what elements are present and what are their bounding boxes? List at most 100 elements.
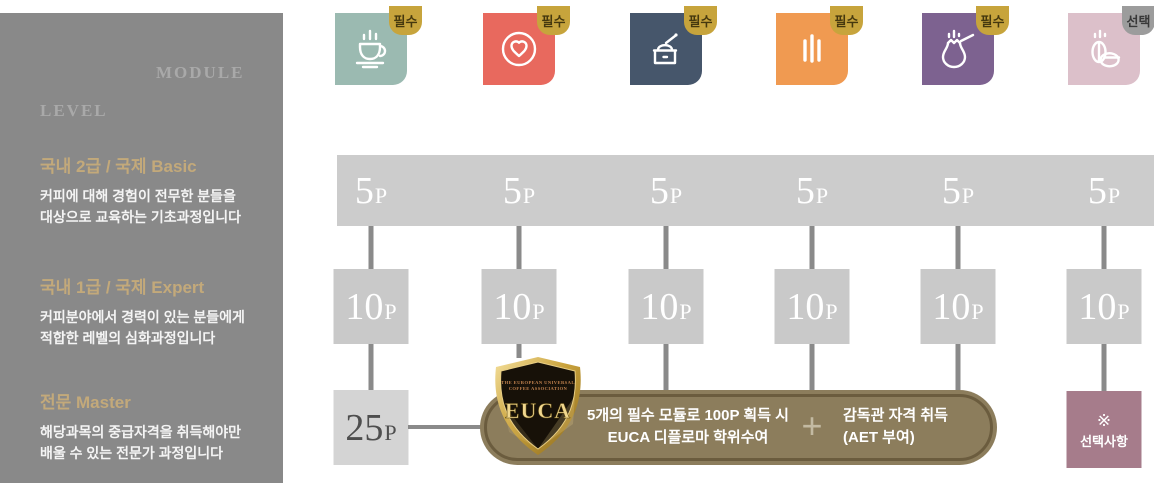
points-box-expert: 10 P (920, 269, 996, 344)
points-value: 5 (502, 170, 522, 212)
points-value: 5 (795, 170, 815, 212)
required-badge: 필수 (830, 6, 863, 35)
level-title: 국내 2급 / 국제 Basic (40, 157, 197, 176)
points-box-expert: 10 P (1066, 269, 1142, 344)
points-value: 10 (932, 285, 971, 328)
cezve-icon (936, 27, 980, 71)
connector-line (408, 425, 481, 429)
badge-org-line2: COFFEE ASSOCIATION (509, 386, 568, 391)
module-tile-heart: 필수 (483, 6, 570, 85)
required-badge: 필수 (389, 6, 422, 35)
level-title: 국내 1급 / 국제 Expert (40, 278, 205, 297)
points-unit: P (815, 183, 829, 208)
level-desc: 대상으로 교육하는 기초과정입니다 (40, 209, 241, 225)
badge-acronym: EUCA (505, 398, 571, 423)
reference-mark: ※ (1096, 410, 1112, 430)
points-unit: P (384, 298, 397, 324)
points-box-expert: 10 P (333, 269, 409, 344)
diploma-bonus-text: 감독관 자격 취득 (AET 부여) (843, 405, 948, 449)
required-badge: 필수 (976, 6, 1009, 35)
badge-org-line1: THE EUROPEAN UNIVERSAL (501, 380, 575, 385)
points-value: 10 (786, 285, 825, 328)
connector-line (516, 226, 522, 269)
diploma-condition-text: 5개의 필수 모듈로 100P 획득 시 EUCA 디플로마 학위수여 (568, 405, 808, 449)
points-value: 10 (345, 285, 384, 328)
module-label: MODULE (156, 63, 245, 82)
module-tile-coffee-cup: 필수 (335, 6, 422, 85)
module-tile-grinder: 필수 (630, 6, 717, 85)
points-unit: P (825, 298, 838, 324)
points-box-master: 25 P (333, 390, 409, 465)
sidebar: MODULE LEVEL 국내 2급 / 국제 Basic 커피에 대해 경험이… (0, 13, 283, 483)
coffee-cup-icon (349, 27, 393, 71)
points-value: 5 (649, 170, 669, 212)
points-value: 5 (354, 170, 374, 212)
heart-icon (497, 27, 541, 71)
connector-line (809, 226, 815, 269)
points-unit: P (669, 183, 683, 208)
required-badge: 필수 (684, 6, 717, 35)
level-desc: 커피에 대해 경험이 전무한 분들을 (40, 188, 236, 204)
points-unit: P (384, 419, 397, 445)
points-value: 5 (1087, 170, 1107, 212)
points-box-expert: 10 P (628, 269, 704, 344)
points-box-expert: 10 P (481, 269, 557, 344)
connector-line (368, 226, 374, 269)
euca-shield-icon: THE EUROPEAN UNIVERSAL COFFEE ASSOCIATIO… (489, 356, 587, 456)
connector-line (809, 344, 815, 390)
connector-line (955, 226, 961, 269)
points-unit: P (1107, 183, 1121, 208)
level-label: LEVEL (40, 101, 108, 120)
connector-line (368, 344, 374, 390)
level-desc: 배울 수 있는 전문가 과정입니다 (40, 445, 223, 461)
points-value: 10 (1078, 285, 1117, 328)
optional-note-box: ※ 선택사항 (1066, 391, 1142, 468)
bonus-line1: 감독관 자격 취득 (843, 407, 948, 424)
connector-line (516, 344, 522, 358)
required-badge: 필수 (537, 6, 570, 35)
points-band-basic (337, 155, 1154, 226)
connector-line (1101, 344, 1107, 392)
level-item-expert: 국내 1급 / 국제 Expert 커피분야에서 경력이 있는 분들에게 적합한… (40, 273, 270, 349)
points-value: 10 (640, 285, 679, 328)
connector-line (955, 344, 961, 390)
connector-line (663, 226, 669, 269)
connector-line (663, 344, 669, 390)
optional-label: 선택사항 (1080, 433, 1128, 449)
points-box-expert: 10 P (774, 269, 850, 344)
module-tile-aroma-bars: 필수 (776, 6, 863, 85)
condition-line2: EUCA 디플로마 학위수여 (607, 429, 769, 446)
level-title: 전문 Master (40, 393, 131, 412)
banner-inner-border (484, 394, 993, 461)
optional-badge: 선택 (1122, 6, 1154, 35)
plus-sign: + (801, 405, 823, 446)
points-value: 5 (941, 170, 961, 212)
level-item-basic: 국내 2급 / 국제 Basic 커피에 대해 경험이 전무한 분들을 대상으로… (40, 152, 270, 228)
points-unit: P (374, 183, 388, 208)
module-tile-cezve: 필수 (922, 6, 1009, 85)
condition-line1: 5개의 필수 모듈로 100P 획득 시 (587, 407, 789, 424)
points-unit: P (679, 298, 692, 324)
points-unit: P (961, 183, 975, 208)
points-unit: P (971, 298, 984, 324)
level-item-master: 전문 Master 해당과목의 중급자격을 취득해야만 배울 수 있는 전문가 … (40, 388, 270, 464)
level-desc: 해당과목의 중급자격을 취득해야만 (40, 424, 241, 440)
points-unit: P (522, 183, 536, 208)
points-value: 25 (345, 406, 384, 449)
points-unit: P (532, 298, 545, 324)
module-tile-coffee-beans: 선택 (1068, 6, 1154, 85)
bonus-line2: (AET 부여) (843, 429, 915, 446)
aroma-bars-icon (790, 27, 834, 71)
coffee-beans-icon (1082, 27, 1126, 71)
points-unit: P (1117, 298, 1130, 324)
level-desc: 커피분야에서 경력이 있는 분들에게 (40, 309, 245, 325)
points-value: 10 (493, 285, 532, 328)
level-desc: 적합한 레벨의 심화과정입니다 (40, 330, 216, 346)
